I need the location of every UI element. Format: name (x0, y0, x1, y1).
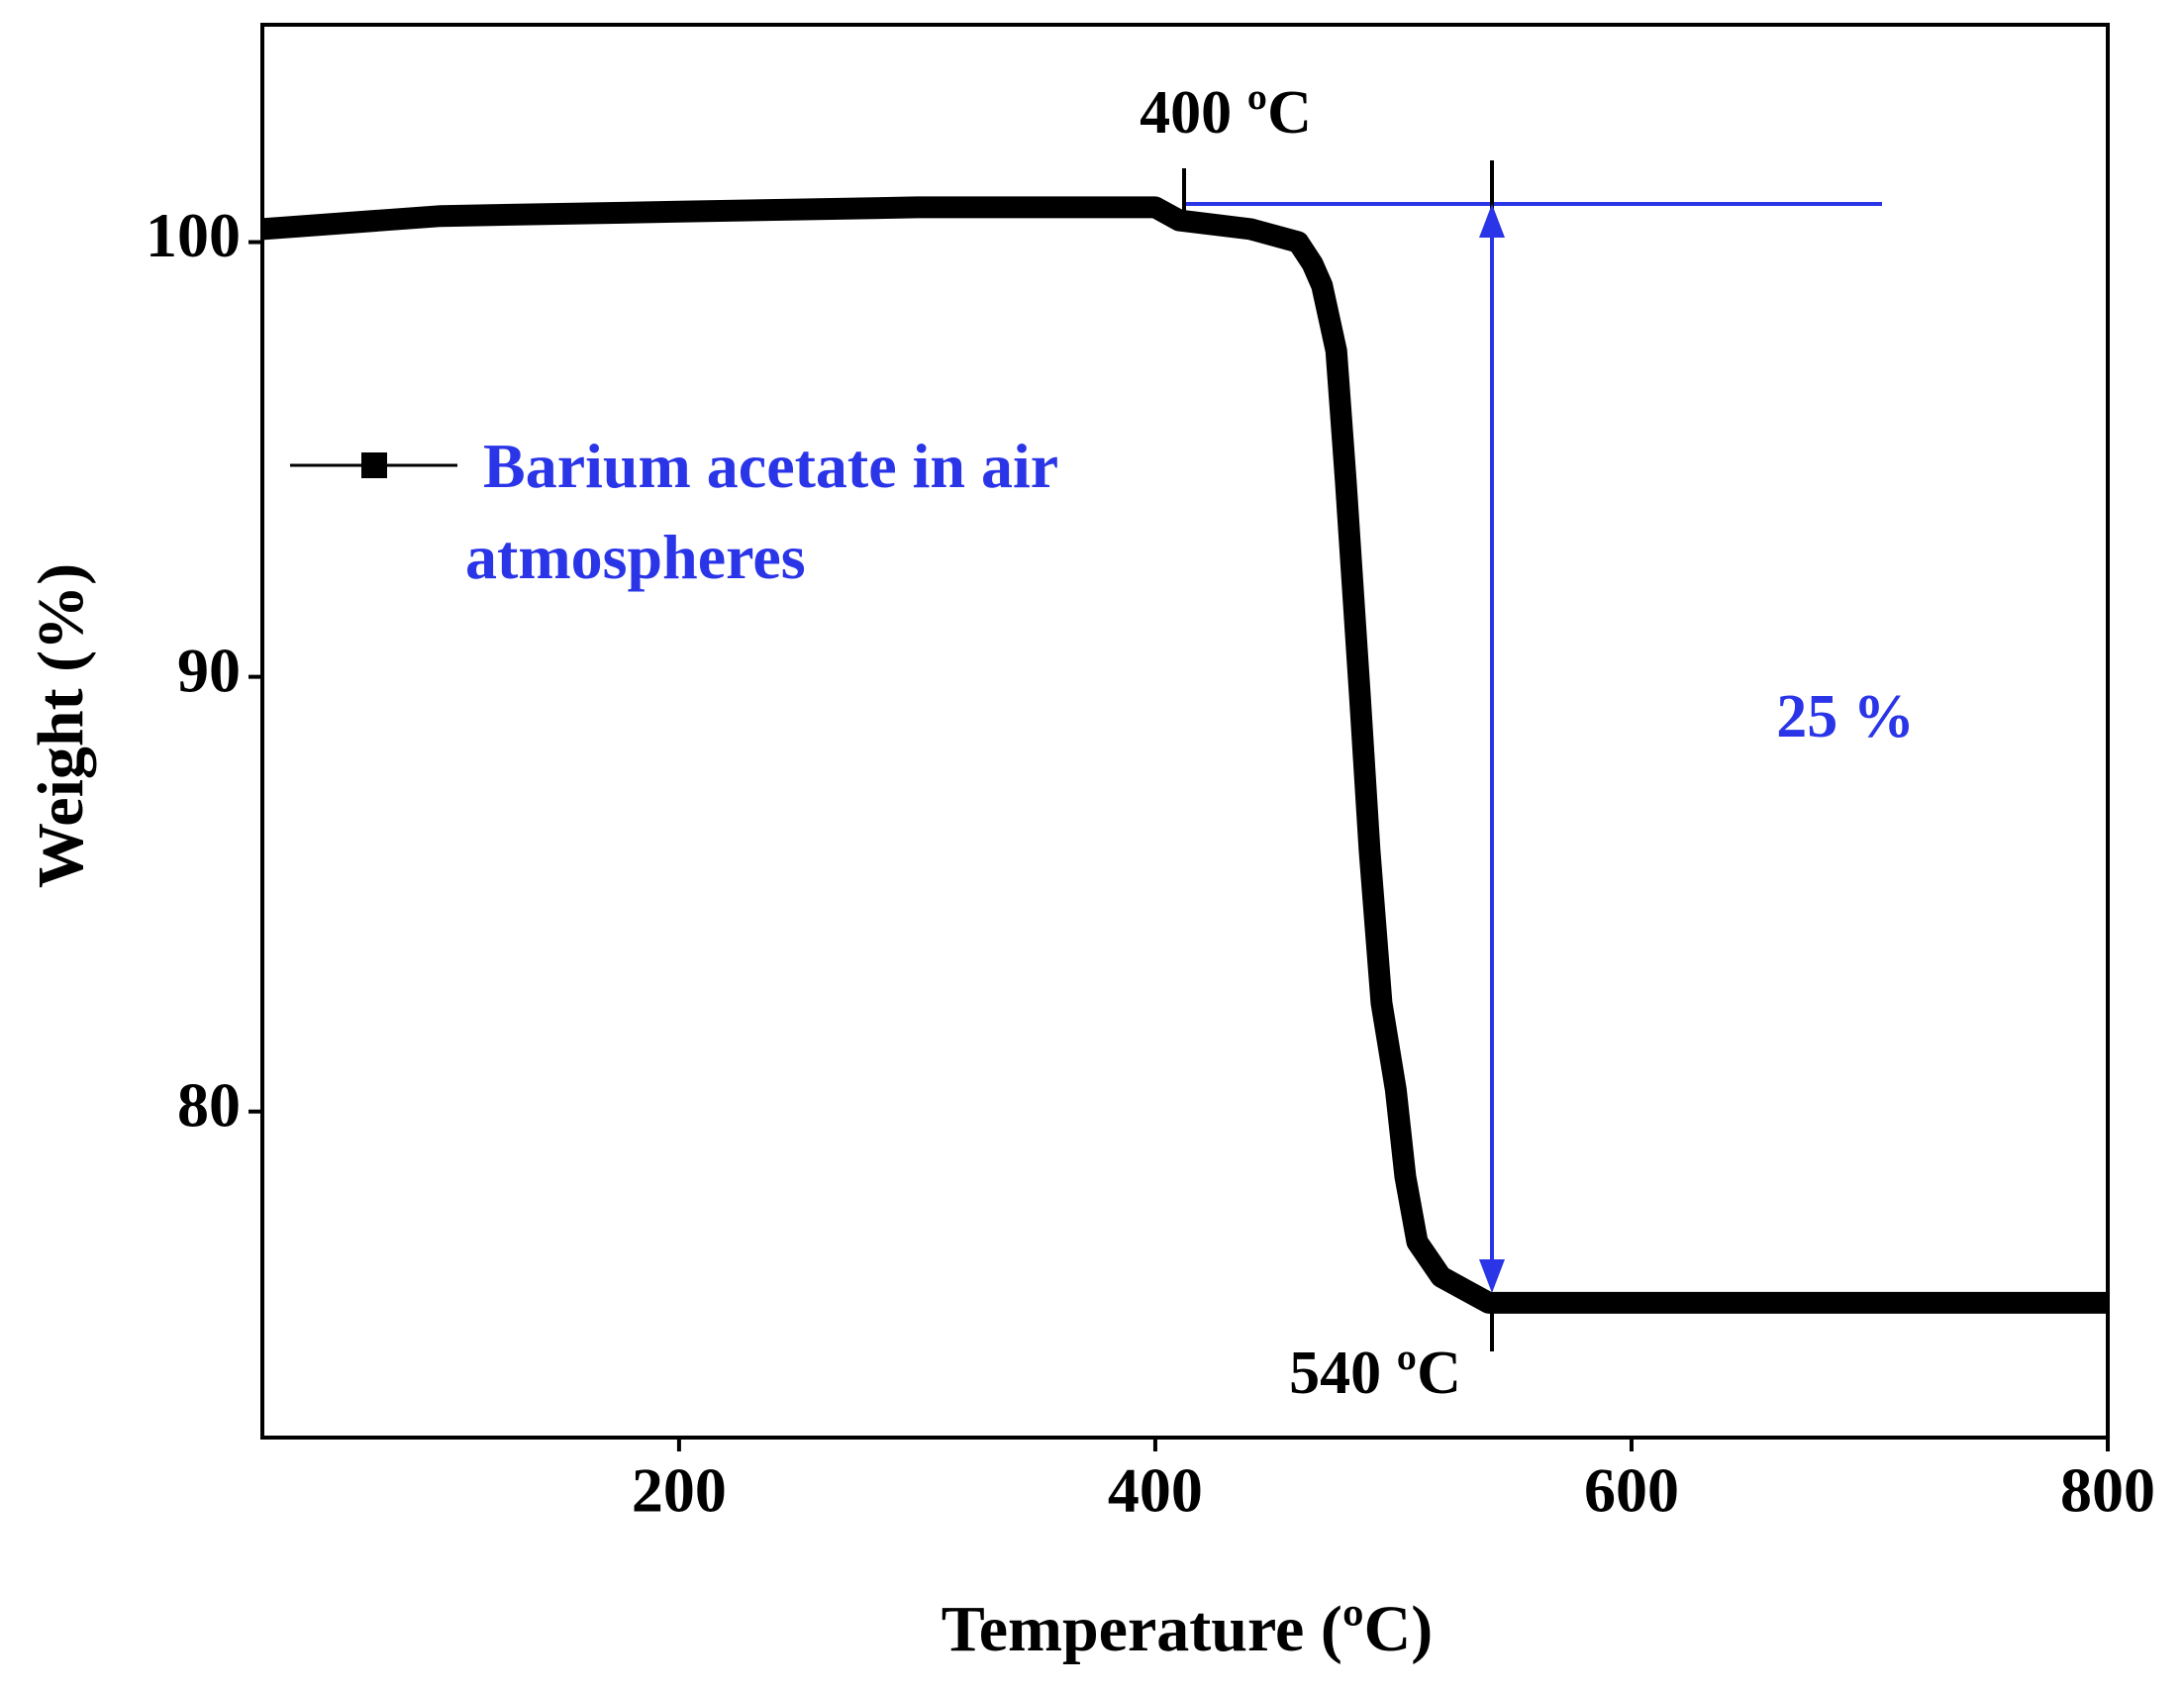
y-tick-label: 90 (177, 635, 241, 705)
arrow-head (1479, 204, 1505, 238)
x-tick-label: 600 (1584, 1455, 1679, 1526)
y-tick-label: 80 (177, 1069, 241, 1140)
y-axis-title: Weight (%) (25, 563, 97, 888)
legend-marker (361, 452, 387, 478)
x-axis-title: Temperature (ºC) (942, 1593, 1434, 1665)
plot-frame (260, 23, 2110, 1440)
annotation: 25 % (1776, 683, 1915, 750)
data-line (261, 196, 2108, 1314)
annotation: 400 ºC (1140, 79, 1312, 147)
arrow-head (1479, 1259, 1505, 1293)
x-tick-label: 200 (632, 1455, 727, 1526)
x-tick-label: 800 (2060, 1455, 2155, 1526)
annotation: 540 ºC (1289, 1340, 1461, 1407)
legend-label: Barium acetate in air atmospheres (465, 431, 1058, 592)
x-tick-label: 400 (1108, 1455, 1203, 1526)
y-tick-label: 100 (146, 200, 241, 270)
